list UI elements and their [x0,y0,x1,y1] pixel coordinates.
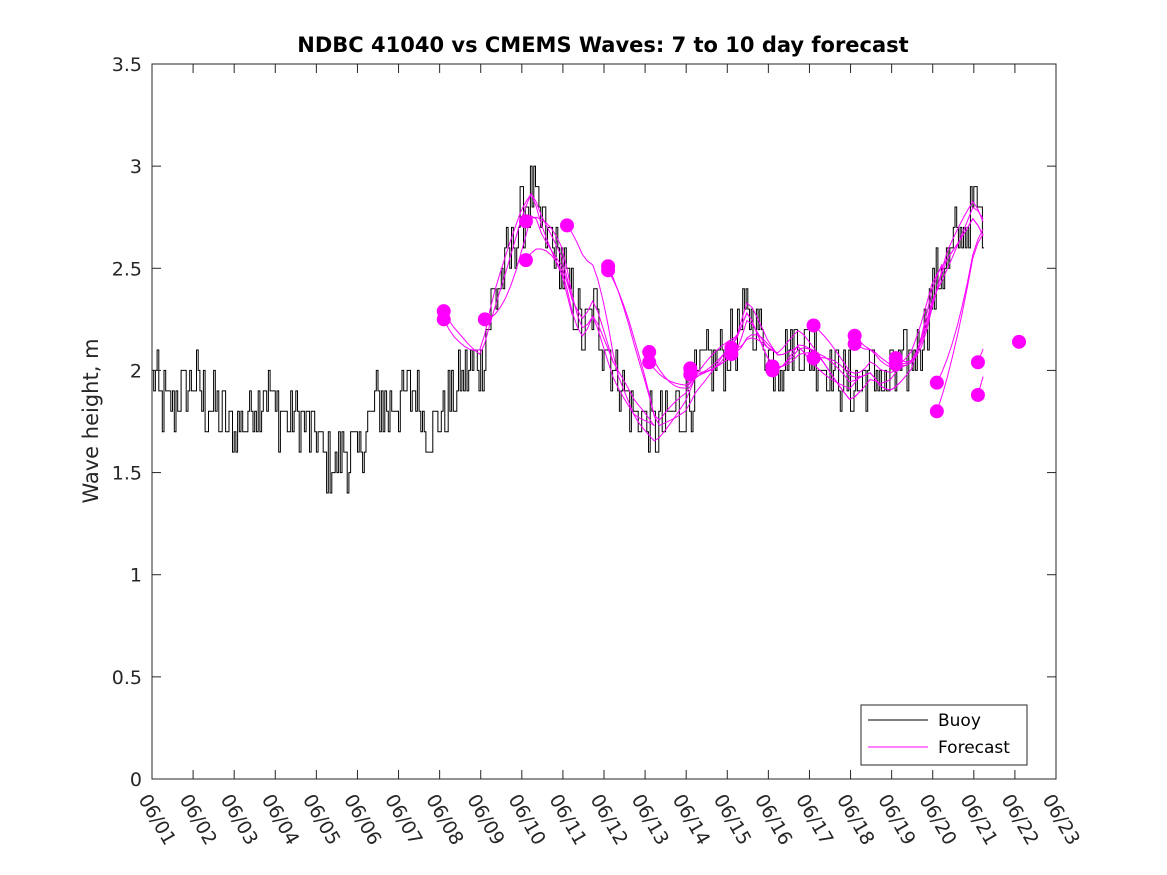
series-group [152,165,1027,494]
forecast-series-line [772,347,902,400]
forecast-series-line [936,228,984,383]
forecast-start-point [436,312,451,327]
x-tick-label: 06/10 [503,791,549,849]
forecast-start-point [724,347,739,362]
forecast-start-point [642,355,657,370]
forecast-start-point [683,367,698,382]
forecast-start-point [518,214,533,229]
x-tick-label: 06/20 [914,791,960,849]
forecast-start-point [560,218,575,233]
x-tick-label: 06/03 [216,791,262,849]
y-axis: 0 0.5 1 1.5 2 2.5 3 3.5 [112,54,1056,791]
forecast-series-line [813,263,943,391]
forecast-start-point [929,375,944,390]
x-tick-label: 06/04 [257,791,303,849]
y-tick-label: 3.5 [112,54,142,76]
x-tick-label: 06/06 [339,791,385,849]
x-tick-label: 06/05 [298,791,344,849]
x-tick-label: 06/19 [873,791,919,849]
plot-area [152,64,1056,779]
forecast-start-point [1012,334,1027,349]
forecast-start-point [806,318,821,333]
legend-label-forecast: Forecast [938,738,1010,758]
series-layer [152,165,1027,494]
y-tick-label: 0.5 [112,667,142,689]
y-tick-label: 2 [130,360,142,382]
y-axis-title: Wave height, m [79,338,103,503]
forecast-start-point [601,263,616,278]
x-tick-label: 06/21 [955,791,1001,849]
y-tick-label: 2.5 [112,258,142,280]
forecast-series-line [936,233,984,412]
x-tick-label: 06/14 [668,791,714,849]
x-tick-label: 06/09 [462,791,508,849]
forecast-series-line [690,312,819,376]
forecast-start-point [970,387,985,402]
x-tick-label: 06/18 [832,791,878,849]
x-tick-label: 06/16 [750,791,796,849]
forecast-series-line [731,334,861,390]
forecast-start-point [888,357,903,372]
forecast-series-line [525,248,655,427]
forecast-start-point [847,336,862,351]
forecast-start-point [806,351,821,366]
x-tick-label: 06/15 [709,791,755,849]
x-tick-label: 06/02 [175,791,221,849]
legend-label-buoy: Buoy [938,711,981,731]
x-tick-label: 06/01 [134,791,180,849]
x-tick-label: 06/13 [627,791,673,849]
x-tick-label: 06/22 [997,791,1043,849]
legend-box [860,704,1028,766]
legend: Buoy Forecast [860,704,1028,766]
x-tick-label: 06/12 [586,791,632,849]
forecast-series-line [443,192,573,355]
forecast-series-line [854,206,984,367]
forecast-series-line [484,215,614,363]
forecast-start-point [929,404,944,419]
y-tick-label: 3 [130,156,142,178]
x-tick-label: 06/07 [380,791,426,849]
forecast-series-line [895,217,984,365]
forecast-start-point [477,312,492,327]
chart-title: NDBC 41040 vs CMEMS Waves: 7 to 10 day f… [297,33,908,57]
forecast-start-point [765,363,780,378]
forecast-start-point [642,345,657,360]
y-tick-label: 0 [130,769,142,791]
x-tick-label: 06/11 [545,791,591,849]
forecast-start-point [518,253,533,268]
y-tick-label: 1.5 [112,463,142,485]
forecast-start-point [970,355,985,370]
x-tick-label: 06/23 [1038,791,1084,849]
x-tick-label: 06/08 [421,791,467,849]
y-tick-label: 1 [130,565,142,587]
x-tick-label: 06/17 [791,791,837,849]
